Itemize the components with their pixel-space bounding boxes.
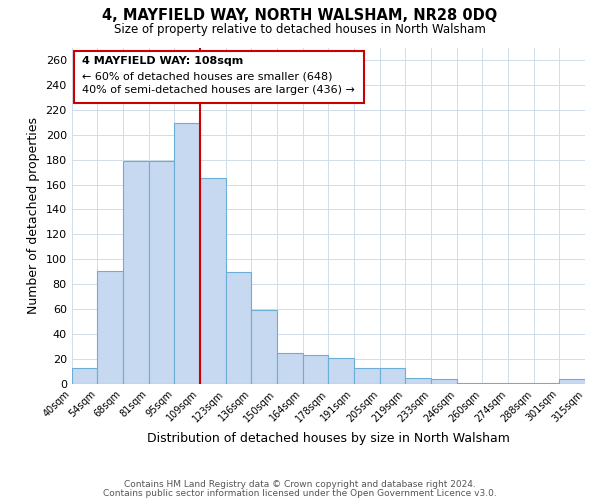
Bar bbox=[251, 310, 277, 384]
Bar bbox=[406, 378, 431, 384]
Bar bbox=[200, 178, 226, 384]
Bar bbox=[328, 358, 354, 384]
Bar bbox=[380, 368, 406, 384]
Bar bbox=[354, 368, 380, 384]
Bar bbox=[97, 270, 123, 384]
Bar bbox=[175, 124, 200, 384]
Text: Contains public sector information licensed under the Open Government Licence v3: Contains public sector information licen… bbox=[103, 488, 497, 498]
Text: 4, MAYFIELD WAY, NORTH WALSHAM, NR28 0DQ: 4, MAYFIELD WAY, NORTH WALSHAM, NR28 0DQ bbox=[103, 8, 497, 22]
Bar bbox=[508, 382, 533, 384]
Text: ← 60% of detached houses are smaller (648)
40% of semi-detached houses are large: ← 60% of detached houses are smaller (64… bbox=[82, 71, 355, 95]
Text: 4 MAYFIELD WAY: 108sqm: 4 MAYFIELD WAY: 108sqm bbox=[82, 56, 243, 66]
Bar bbox=[277, 352, 302, 384]
Text: Contains HM Land Registry data © Crown copyright and database right 2024.: Contains HM Land Registry data © Crown c… bbox=[124, 480, 476, 489]
Bar bbox=[431, 379, 457, 384]
X-axis label: Distribution of detached houses by size in North Walsham: Distribution of detached houses by size … bbox=[147, 432, 510, 445]
Bar bbox=[482, 382, 508, 384]
Bar bbox=[149, 161, 175, 384]
Bar bbox=[533, 382, 559, 384]
Bar bbox=[71, 368, 97, 384]
Bar bbox=[559, 379, 585, 384]
Bar bbox=[123, 161, 149, 384]
Bar bbox=[226, 272, 251, 384]
Text: Size of property relative to detached houses in North Walsham: Size of property relative to detached ho… bbox=[114, 22, 486, 36]
Bar bbox=[302, 355, 328, 384]
FancyBboxPatch shape bbox=[74, 51, 364, 103]
Y-axis label: Number of detached properties: Number of detached properties bbox=[27, 117, 40, 314]
Bar bbox=[457, 382, 482, 384]
